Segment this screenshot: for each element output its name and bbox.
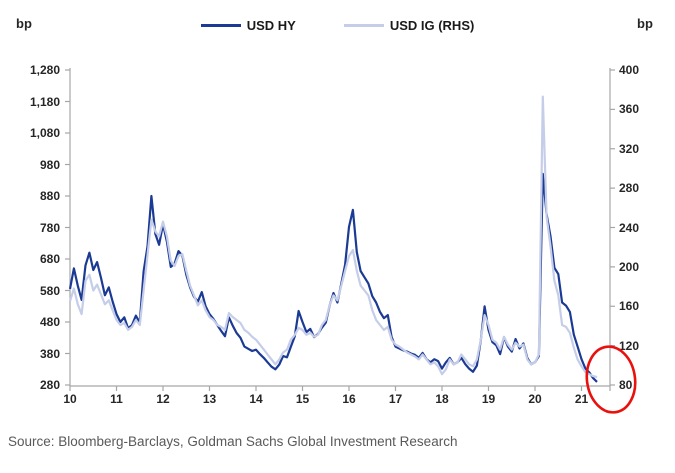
- left-axis-tick-label: 380: [39, 346, 60, 361]
- left-axis-tick-label: 780: [39, 220, 60, 235]
- right-axis-tick-label: 400: [619, 63, 640, 77]
- source-attribution: Source: Bloomberg-Barclays, Goldman Sach…: [8, 434, 458, 449]
- legend: USD HY USD IG (RHS): [0, 18, 675, 33]
- left-axis-tick-label: 1,180: [29, 94, 60, 109]
- usd-hy-line: [68, 172, 598, 383]
- x-axis-tick-label: 10: [63, 392, 77, 406]
- x-axis-tick-label: 13: [202, 392, 217, 406]
- usd-hy-line-swatch-icon: [200, 24, 241, 27]
- left-axis-tick-label: 980: [39, 157, 60, 172]
- right-axis-tick-label: 120: [619, 338, 640, 353]
- right-axis-tick-label: 200: [619, 259, 640, 274]
- usd-ig-line: [68, 95, 598, 379]
- left-axis-unit-label: bp: [16, 16, 32, 31]
- right-axis-tick-label: 160: [619, 299, 640, 314]
- right-axis-unit-label: bp: [637, 16, 653, 31]
- left-axis-tick-label: 580: [39, 283, 60, 298]
- x-axis-tick-label: 14: [249, 392, 263, 406]
- left-axis-tick-label: 880: [39, 189, 60, 203]
- x-axis-tick-label: 17: [388, 392, 403, 406]
- left-axis-tick-label: 1,280: [29, 63, 60, 77]
- x-axis-tick-label: 20: [528, 392, 542, 406]
- legend-label-usd-hy: USD HY: [246, 18, 296, 33]
- right-axis-tick-label: 280: [619, 181, 640, 196]
- right-axis-tick-label: 360: [619, 102, 640, 117]
- x-axis-tick-label: 15: [295, 392, 310, 406]
- usd-ig-line-swatch-icon: [343, 24, 384, 27]
- right-axis-tick-label: 80: [619, 378, 633, 392]
- right-axis-tick-label: 320: [619, 141, 640, 156]
- legend-item-usd-ig: USD IG (RHS): [343, 18, 475, 33]
- legend-item-usd-hy: USD HY: [200, 18, 296, 33]
- x-axis-tick-label: 12: [156, 392, 170, 406]
- x-axis-tick-label: 18: [435, 392, 449, 406]
- left-axis-tick-label: 1,080: [29, 126, 60, 140]
- left-axis-tick-label: 680: [39, 252, 60, 266]
- x-axis-tick-label: 21: [574, 392, 589, 406]
- legend-label-usd-ig: USD IG (RHS): [389, 18, 475, 33]
- left-axis-tick-label: 280: [39, 378, 60, 392]
- x-axis-tick-label: 16: [342, 392, 356, 406]
- left-axis-tick-label: 480: [39, 315, 60, 329]
- x-axis-tick-label: 11: [110, 392, 123, 406]
- right-axis-tick-label: 240: [619, 220, 640, 235]
- x-axis-tick-label: 19: [481, 392, 496, 406]
